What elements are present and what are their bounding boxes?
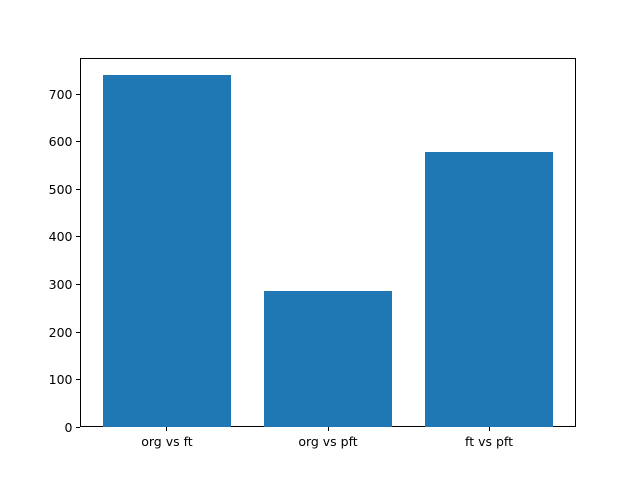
y-tick-mark (76, 379, 80, 381)
y-tick-mark (76, 331, 80, 333)
y-tick-label: 200 (48, 324, 73, 340)
x-tick-mark (327, 427, 329, 432)
x-tick-mark (488, 427, 490, 432)
x-tick-label: org vs ft (141, 433, 193, 449)
x-tick-mark (166, 427, 168, 432)
y-tick-label: 300 (48, 276, 73, 292)
y-tick-mark (76, 426, 80, 428)
y-tick-label: 500 (48, 181, 73, 197)
y-tick-label: 400 (48, 229, 73, 245)
y-tick-mark (76, 141, 80, 143)
x-tick-label: org vs pft (298, 433, 358, 449)
bar-org-vs-ft (102, 75, 232, 428)
y-tick-mark (76, 236, 80, 238)
y-tick-mark (76, 188, 80, 190)
bar-org-vs-pft (263, 290, 393, 428)
y-tick-mark (76, 93, 80, 95)
y-tick-label: 100 (48, 372, 73, 388)
bar-ft-vs-pft (424, 151, 554, 428)
y-tick-label: 0 (64, 419, 73, 435)
y-tick-label: 700 (48, 86, 73, 102)
y-tick-label: 600 (48, 134, 73, 150)
x-tick-label: ft vs pft (465, 433, 514, 449)
y-tick-mark (76, 283, 80, 285)
